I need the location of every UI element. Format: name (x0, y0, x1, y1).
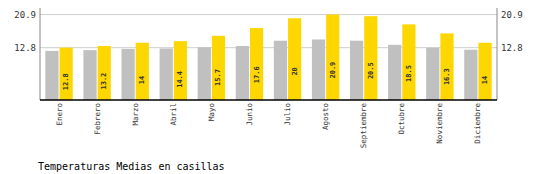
grid-line (40, 14, 497, 15)
x-tick-label: Abril (169, 103, 178, 126)
y2-tick-label: 12.8 (501, 43, 523, 53)
y-axis-line (40, 8, 41, 100)
bar (274, 41, 287, 100)
data-label: 12.8 (62, 73, 70, 90)
bar (136, 43, 149, 100)
y2-axis-line (497, 8, 498, 100)
x-tick-label: Febrero (93, 103, 102, 135)
bar (364, 16, 377, 100)
x-tick-label: Diciembre (473, 103, 482, 144)
data-label: 17.6 (253, 66, 261, 83)
bar (288, 18, 301, 100)
bar (160, 48, 173, 100)
x-tick-label: Junio (245, 103, 254, 126)
bars (45, 15, 491, 100)
bar (478, 43, 491, 100)
data-label: 14.4 (176, 71, 184, 88)
bar (402, 24, 415, 100)
bar (426, 48, 439, 100)
bar (388, 45, 401, 100)
bar (464, 50, 477, 100)
bar (174, 41, 187, 100)
data-label: 14 (481, 76, 489, 84)
bar (326, 15, 339, 100)
x-tick-label: Enero (55, 103, 64, 126)
bar (350, 41, 363, 100)
bar (98, 46, 111, 100)
data-label: 20 (291, 67, 299, 75)
data-label: 20.5 (367, 62, 375, 79)
data-label: 18.5 (405, 65, 413, 82)
x-tick-label: Septiembre (359, 103, 368, 149)
y2-tick-label: 20.9 (501, 10, 523, 20)
x-tick-label: Julio (283, 103, 292, 126)
x-tick-label: Mayo (207, 103, 216, 122)
bar (83, 50, 96, 100)
y-tick-label: 12.8 (14, 43, 36, 53)
bar (312, 39, 325, 100)
bar (236, 46, 249, 100)
x-tick-label: Noviembre (435, 103, 444, 144)
data-label: 15.7 (214, 69, 222, 86)
bar (212, 36, 225, 100)
x-tick-label: Marzo (131, 103, 140, 126)
x-tick-label: Octubre (397, 103, 406, 135)
bar (60, 48, 73, 100)
bar (121, 49, 134, 100)
data-label: 13.2 (100, 73, 108, 90)
data-label: 14 (138, 76, 146, 84)
bar (440, 33, 453, 100)
data-label: 20.9 (329, 62, 337, 79)
bar (45, 51, 58, 100)
y-tick-label: 20.9 (14, 10, 36, 20)
x-tick-label: Agosto (321, 103, 330, 131)
chart: 12.8 13.2 14 14.4 15.7 17.6 20 20.9 20.5 18.5 16.3… (0, 0, 537, 174)
bar (198, 47, 211, 100)
title: Temperaturas Medias en casillas (38, 161, 225, 172)
bar (250, 28, 263, 100)
data-label: 16.3 (443, 68, 451, 85)
x-axis-line (40, 99, 497, 101)
